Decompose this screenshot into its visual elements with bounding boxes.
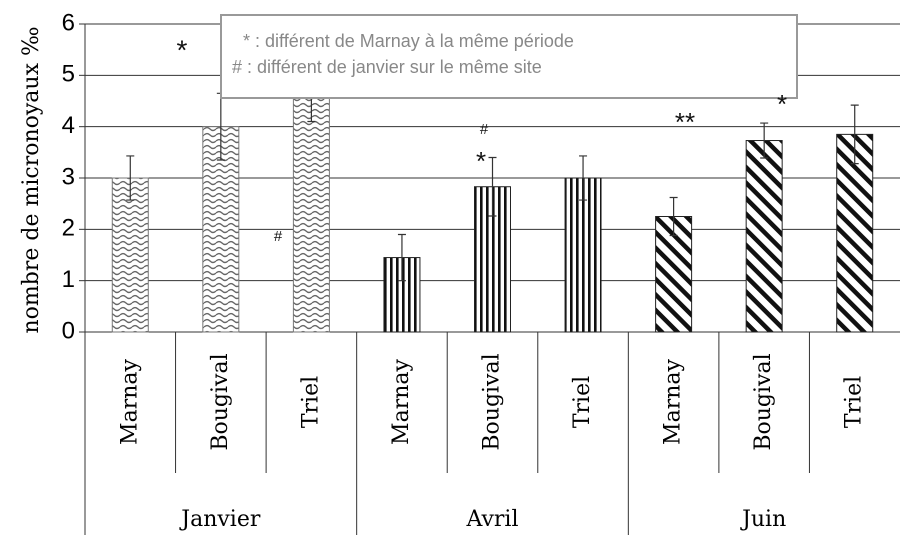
legend-note: # : différent de janvier sur le même sit… (232, 57, 542, 77)
x-tick-label: Bougival (480, 353, 505, 450)
y-tick-label: 0 (62, 317, 75, 344)
error-bar (760, 122, 769, 159)
significance-marker: ** (675, 107, 695, 137)
x-tick-label: Bougival (751, 353, 776, 450)
y-tick-label: 5 (62, 61, 75, 88)
legend-note: * : différent de Marnay à la même périod… (243, 31, 574, 51)
bar (745, 140, 783, 333)
group-label: Avril (465, 507, 518, 532)
bar (111, 177, 149, 333)
x-tick-label: Triel (570, 376, 595, 428)
x-tick-label: Triel (842, 376, 867, 428)
group-label: Janvier (179, 507, 261, 532)
y-tick-label: 4 (62, 112, 75, 139)
significance-marker: * (777, 89, 787, 119)
bar (836, 133, 874, 333)
legend-box (220, 14, 798, 99)
error-bar (579, 155, 588, 201)
y-tick-label: 3 (62, 163, 75, 190)
error-bar (669, 196, 678, 237)
significance-marker: * (476, 146, 486, 176)
y-tick-label: 2 (62, 215, 75, 242)
x-tick-label: Bougival (208, 353, 233, 450)
group-label: Juin (740, 507, 786, 532)
error-bar (488, 156, 497, 217)
bar (292, 95, 330, 333)
bar (564, 177, 602, 333)
y-tick-label: 6 (62, 9, 75, 36)
error-bar (397, 233, 406, 282)
significance-marker: # (274, 228, 283, 245)
significance-marker: # (480, 121, 489, 138)
x-tick-label: Triel (298, 376, 323, 428)
y-tick-label: 1 (62, 266, 75, 293)
error-bar (126, 155, 135, 201)
x-tick-label: Marnay (117, 358, 142, 444)
y-axis-label: nombre de micronoyaux ‰ (19, 26, 44, 333)
x-tick-label: Marnay (389, 358, 414, 444)
significance-marker: * (177, 34, 188, 65)
error-bar (850, 104, 859, 165)
x-tick-label: Marnay (661, 358, 686, 444)
bar (202, 126, 240, 333)
